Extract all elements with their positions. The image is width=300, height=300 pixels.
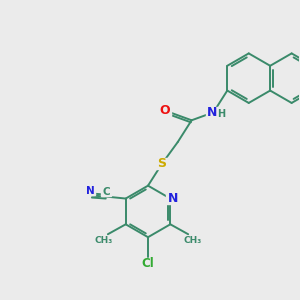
- Text: Cl: Cl: [142, 257, 154, 270]
- Text: H: H: [217, 109, 225, 119]
- Bar: [101, 187, 111, 196]
- Bar: [85, 186, 95, 195]
- Text: N: N: [86, 186, 94, 196]
- Text: CH₃: CH₃: [95, 236, 113, 245]
- Text: N: N: [207, 106, 218, 119]
- Bar: [206, 107, 220, 118]
- Text: C: C: [102, 187, 110, 196]
- Bar: [186, 236, 200, 244]
- Bar: [158, 105, 171, 116]
- Text: O: O: [160, 104, 170, 117]
- Bar: [97, 236, 111, 244]
- Bar: [155, 158, 168, 169]
- Bar: [140, 259, 156, 269]
- Text: S: S: [158, 158, 166, 170]
- Bar: [167, 193, 180, 204]
- Text: N: N: [168, 192, 178, 205]
- Text: CH₃: CH₃: [184, 236, 202, 245]
